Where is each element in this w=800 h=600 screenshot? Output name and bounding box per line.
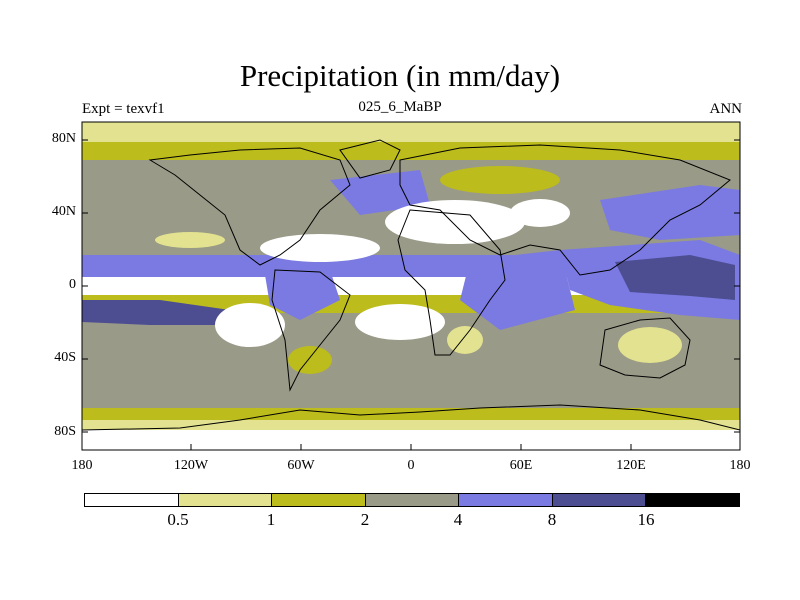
north-pacific-dry <box>155 232 225 248</box>
coast-africa <box>397 209 506 356</box>
australia-dry <box>618 327 682 363</box>
band-subarctic <box>82 142 740 160</box>
colorbar <box>84 493 740 507</box>
east-pacific-wet <box>82 262 272 276</box>
x-tick-60e: 60E <box>509 458 533 473</box>
y-tick-80s: 80S <box>54 424 76 439</box>
x-tick-180w: 180 <box>71 458 93 473</box>
x-tick-120e: 120E <box>616 458 646 473</box>
colorbar-label-3: 4 <box>453 510 463 529</box>
asia-dry <box>440 166 560 194</box>
band-antarctica <box>82 430 740 450</box>
season-label: ANN <box>709 101 743 117</box>
south-america-dry <box>288 346 332 374</box>
colorbar-box-4 <box>459 494 553 506</box>
itcz-west-pacific <box>82 300 230 325</box>
y-tick-40s: 40S <box>54 350 76 365</box>
north-atlantic-wet <box>330 170 430 215</box>
colorbar-label-2: 2 <box>360 510 370 529</box>
africa-south-dry <box>447 326 483 354</box>
colorbar-label-5: 16 <box>637 510 655 529</box>
colorbar-box-1 <box>178 494 273 506</box>
sahara-dry <box>385 200 525 244</box>
colorbar-box-6 <box>646 494 740 506</box>
south-pacific-dry <box>215 303 285 347</box>
colorbar-box-2 <box>272 494 366 506</box>
colorbar-label-0: 0.5 <box>167 510 189 529</box>
coast-greenland <box>339 139 401 179</box>
coast-north-america <box>148 147 351 266</box>
colorbar-box-3 <box>365 494 460 506</box>
band-southern-ocean <box>82 408 740 420</box>
band-arctic <box>82 122 740 142</box>
x-tick-0: 0 <box>407 458 415 473</box>
y-tick-80n: 80N <box>51 131 76 146</box>
colorbar-box-5 <box>552 494 647 506</box>
south-atlantic-dry <box>355 304 445 340</box>
atlantic-subtrop-dry <box>260 234 380 262</box>
coast-antarctica <box>82 404 740 431</box>
y-tick-40n: 40N <box>51 204 76 219</box>
y-tick-0: 0 <box>69 277 76 292</box>
indian-ocean-wet <box>460 250 575 330</box>
x-tick-120w: 120W <box>173 458 209 473</box>
colorbar-label-4: 8 <box>547 510 557 529</box>
colorbar-box-0 <box>85 494 179 506</box>
x-tick-180e: 180 <box>729 458 751 473</box>
arabia-dry <box>510 199 570 227</box>
amazon-wet <box>265 270 340 320</box>
coast-south-america <box>271 269 351 392</box>
coast-eurasia <box>399 144 731 276</box>
chart-title: Precipitation (in mm/day) <box>239 58 561 93</box>
coast-australia <box>599 317 691 379</box>
x-tick-60w: 60W <box>287 458 315 473</box>
north-pacific-wet <box>600 185 740 240</box>
warm-pool-core <box>615 255 735 300</box>
colorbar-label-1: 1 <box>266 510 276 529</box>
period-label: 025_6_MaBP <box>358 99 442 115</box>
band-antarctic-edge <box>82 420 740 430</box>
experiment-label: Expt = texvf1 <box>82 101 165 117</box>
